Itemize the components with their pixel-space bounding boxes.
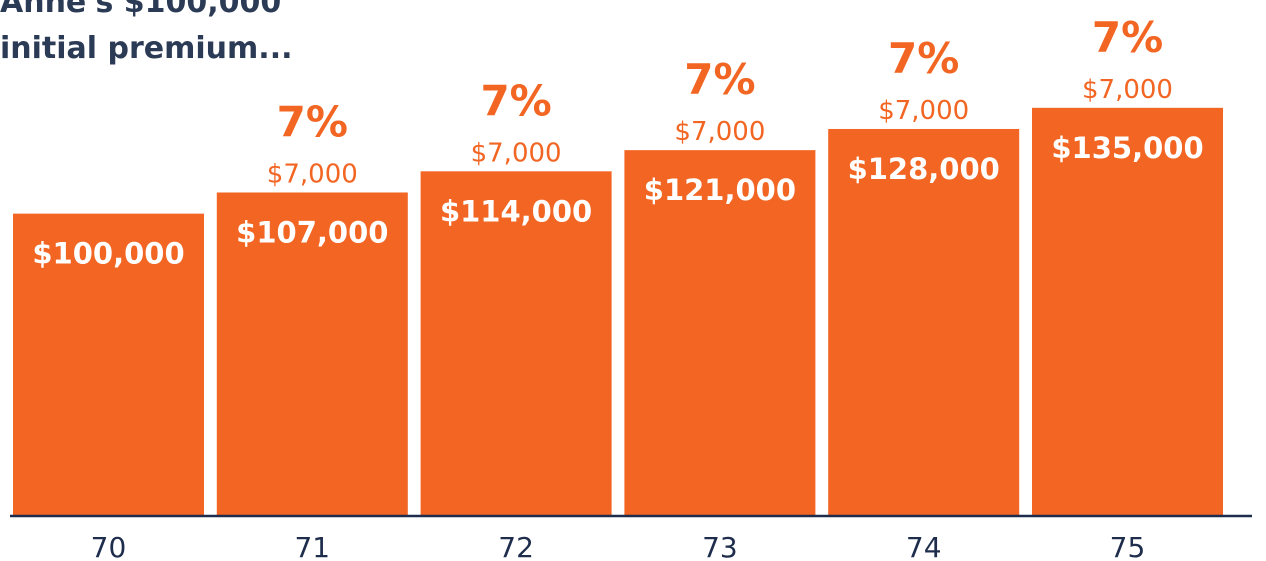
bar	[420, 171, 612, 517]
increment-label: $7,000	[878, 96, 969, 126]
increment-label: $7,000	[674, 117, 765, 147]
rate-label: 7%	[1092, 13, 1163, 62]
value-label: $100,000	[32, 237, 184, 271]
rate-label: 7%	[888, 34, 959, 83]
increment-label: $7,000	[471, 138, 562, 168]
value-label: $121,000	[644, 173, 796, 207]
bar	[828, 128, 1020, 517]
value-label: $114,000	[440, 194, 592, 228]
value-label: $135,000	[1051, 131, 1203, 165]
rate-label: 7%	[277, 97, 348, 146]
rate-label: 7%	[480, 76, 551, 125]
bar	[624, 150, 816, 516]
x-tick-label: 72	[498, 531, 534, 561]
x-tick-label: 73	[702, 531, 738, 561]
x-tick-label: 75	[1110, 531, 1146, 561]
increment-label: $7,000	[1082, 75, 1173, 105]
x-tick-label: 74	[906, 531, 942, 561]
x-tick-label: 70	[91, 531, 127, 561]
value-label: $128,000	[848, 152, 1000, 186]
value-label: $107,000	[236, 215, 388, 249]
x-tick-label: 71	[294, 531, 330, 561]
chart-title: Anne's $100,000	[0, 0, 281, 20]
increment-label: $7,000	[267, 159, 358, 189]
chart-title: initial premium...	[0, 31, 293, 66]
bar	[1032, 107, 1223, 516]
bar	[13, 213, 204, 516]
bar	[216, 192, 408, 516]
rate-label: 7%	[684, 55, 755, 104]
